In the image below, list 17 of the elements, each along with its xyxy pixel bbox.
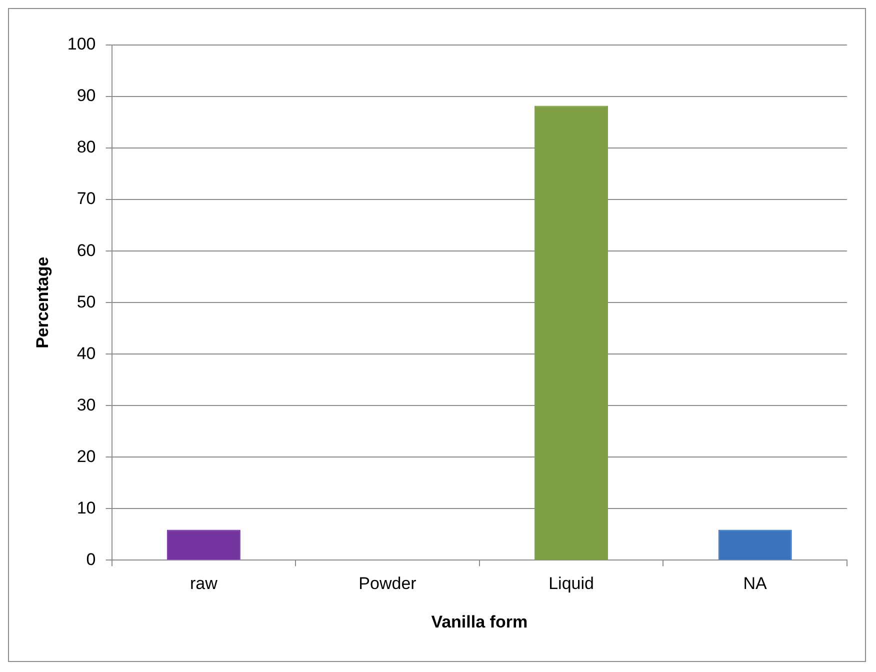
y-tick-label: 50 (76, 292, 96, 312)
y-tick-label: 60 (76, 240, 96, 260)
y-tick-label: 80 (76, 138, 96, 157)
y-tick-label: 10 (76, 498, 96, 518)
y-tick-label: 90 (76, 86, 96, 106)
x-axis-title: Vanilla form (431, 612, 528, 632)
x-tick-label: Liquid (548, 574, 594, 594)
x-tick-label: raw (190, 574, 218, 594)
x-tick-label: NA (743, 574, 768, 594)
y-tick-label: 20 (76, 446, 96, 466)
y-axis-title: Percentage (32, 256, 52, 348)
y-tick-label: 100 (67, 34, 96, 54)
y-tick-label: 70 (76, 189, 96, 208)
y-tick-label: 30 (76, 395, 96, 414)
y-tick-label: 40 (76, 344, 96, 363)
x-tick-label: Powder (358, 574, 417, 594)
y-tick-label: 0 (86, 550, 96, 569)
